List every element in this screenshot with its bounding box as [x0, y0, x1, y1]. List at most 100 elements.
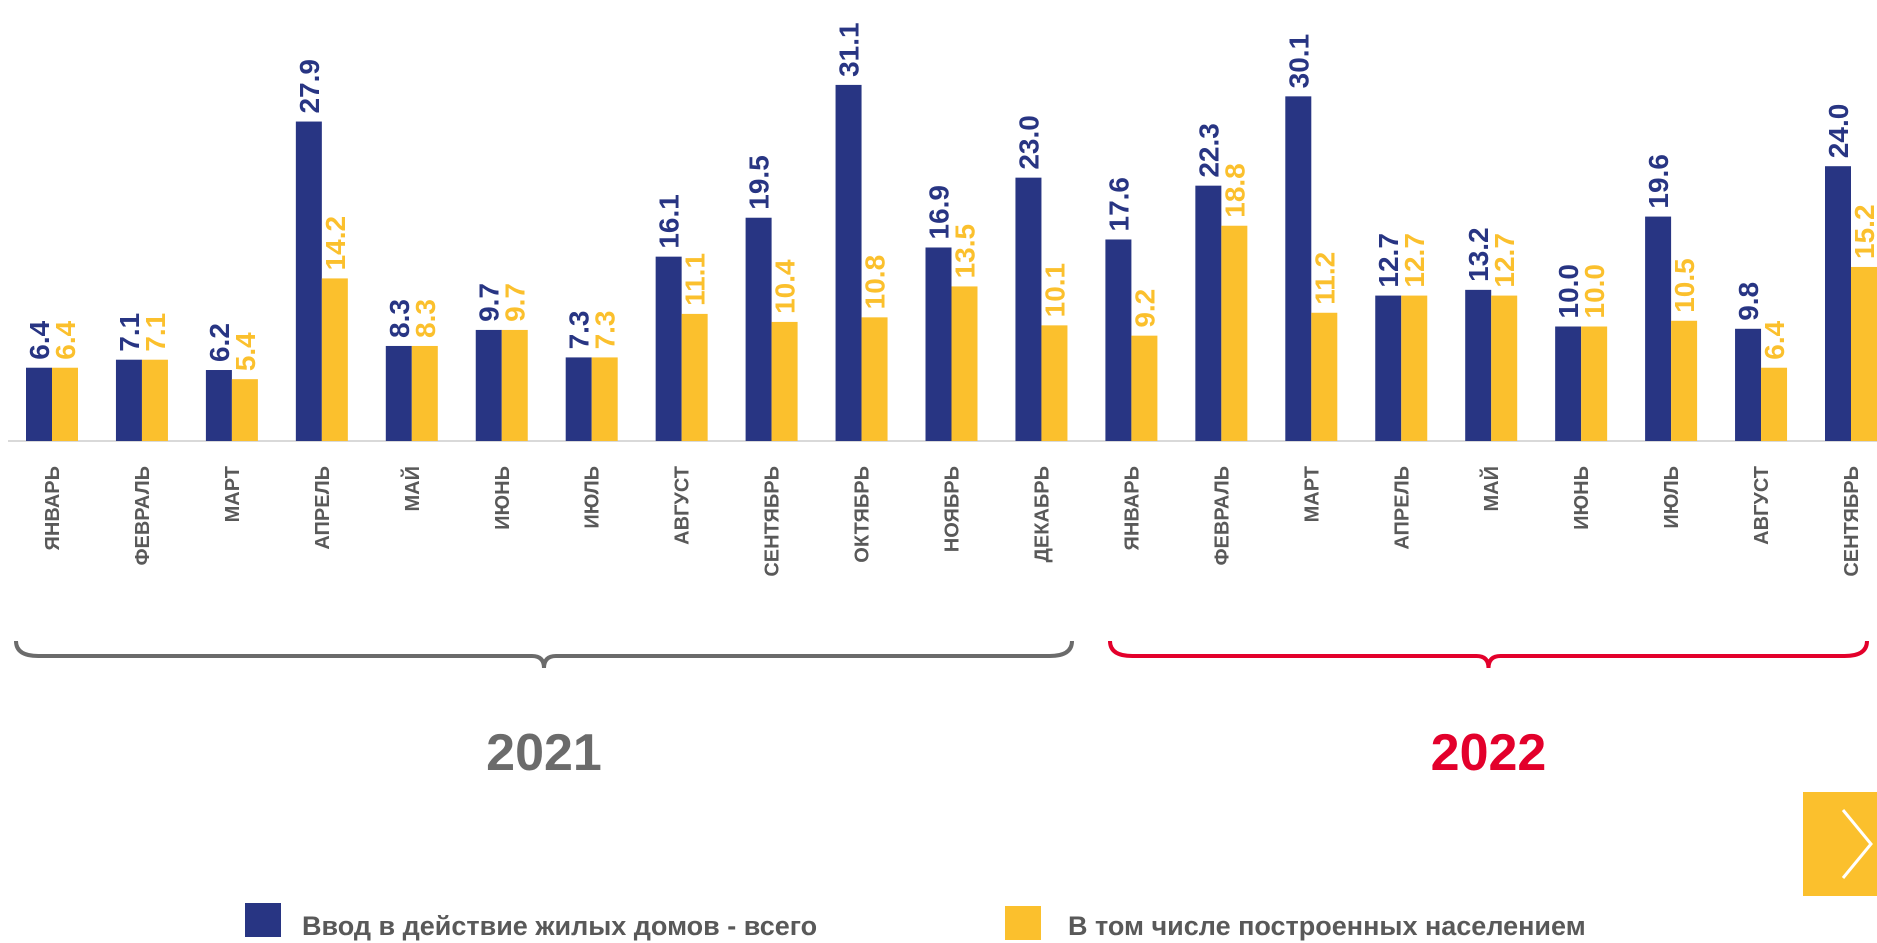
- bar-total: [925, 247, 952, 441]
- value-label-total: 13.2: [1463, 227, 1494, 282]
- bar-population: [771, 321, 798, 441]
- value-label-population: 6.4: [50, 320, 81, 359]
- month-tick-label: ИЮНЬ: [1571, 466, 1593, 530]
- value-label-total: 8.3: [384, 299, 415, 338]
- bar-total: [385, 345, 412, 441]
- value-label-total: 31.1: [834, 22, 865, 77]
- year-bracket: [1108, 640, 1869, 669]
- bar-population: [1131, 335, 1158, 441]
- next-slide-button[interactable]: [1803, 792, 1877, 896]
- bar-total: [1105, 239, 1132, 441]
- bar-total: [26, 367, 52, 441]
- month-tick-label: АПРЕЛЬ: [312, 466, 334, 550]
- month-tick-label: СЕНТЯБРЬ: [1841, 466, 1863, 577]
- value-label-population: 9.2: [1129, 289, 1160, 328]
- month-tick-label: ИЮНЬ: [492, 466, 514, 530]
- month-tick-label: ИЮЛЬ: [1661, 466, 1683, 529]
- value-label-population: 5.4: [230, 332, 261, 371]
- value-label-total: 19.5: [744, 155, 775, 210]
- value-label-population: 11.1: [680, 253, 711, 306]
- legend-label-population: В том числе построенных населением: [1068, 911, 1586, 941]
- value-label-total: 9.7: [474, 283, 505, 322]
- value-label-population: 12.7: [1399, 233, 1430, 288]
- value-label-total: 6.2: [204, 323, 235, 362]
- value-label-population: 14.2: [320, 216, 351, 271]
- bar-population: [681, 313, 708, 441]
- value-label-total: 24.0: [1823, 104, 1854, 159]
- month-tick-label: АВГУСТ: [1751, 466, 1773, 545]
- month-tick-label: МАРТ: [222, 466, 244, 522]
- bar-population: [52, 367, 78, 441]
- bar-total: [295, 121, 322, 442]
- bar-total: [1555, 326, 1582, 441]
- month-tick-label: МАЙ: [400, 466, 424, 511]
- bar-population: [1671, 320, 1698, 441]
- month-tick-label: ЯНВАРЬ: [42, 466, 64, 550]
- month-tick-label: ЯНВАРЬ: [1121, 466, 1143, 550]
- value-label-population: 10.8: [860, 255, 891, 310]
- value-label-population: 13.5: [950, 224, 981, 279]
- bar-population: [1761, 367, 1788, 441]
- bar-total: [1375, 295, 1402, 441]
- value-label-population: 10.5: [1669, 258, 1700, 313]
- legend-swatch-total: [245, 903, 281, 937]
- bar-population: [231, 379, 258, 441]
- value-label-total: 10.0: [1553, 264, 1584, 319]
- bar-total: [565, 357, 592, 441]
- value-label-population: 9.7: [500, 283, 531, 322]
- bar-population: [1851, 266, 1877, 441]
- value-label-population: 8.3: [410, 299, 441, 338]
- value-label-total: 23.0: [1013, 115, 1044, 170]
- value-label-total: 30.1: [1283, 34, 1314, 89]
- bar-total: [205, 370, 232, 441]
- value-label-total: 7.3: [564, 310, 595, 349]
- value-label-population: 10.1: [1039, 263, 1070, 318]
- bar-total: [1645, 216, 1672, 441]
- bar-population: [141, 359, 168, 441]
- bar-population: [1581, 326, 1608, 441]
- value-label-population: 12.7: [1489, 233, 1520, 288]
- bar-population: [861, 317, 888, 441]
- bar-population: [1221, 225, 1248, 441]
- month-tick-label: МАЙ: [1479, 466, 1503, 511]
- bar-total: [655, 256, 682, 441]
- bar-population: [1491, 295, 1518, 441]
- bar-total: [1735, 328, 1762, 441]
- year-label: 2021: [486, 724, 602, 782]
- value-label-total: 7.1: [114, 313, 145, 352]
- value-label-population: 18.8: [1219, 163, 1250, 218]
- year-bracket: [14, 640, 1074, 669]
- month-tick-label: СЕНТЯБРЬ: [762, 466, 784, 577]
- month-tick-label: АВГУСТ: [672, 466, 694, 545]
- value-label-total: 16.1: [654, 194, 685, 249]
- value-label-population: 10.0: [1579, 264, 1610, 319]
- month-tick-label: ДЕКАБРЬ: [1031, 466, 1053, 562]
- value-label-population: 15.2: [1849, 204, 1877, 259]
- month-tick-label: ИЮЛЬ: [582, 466, 604, 529]
- value-label-population: 6.4: [1759, 320, 1790, 359]
- value-label-total: 27.9: [294, 59, 325, 114]
- value-label-population: 7.1: [140, 313, 171, 352]
- bar-total: [1285, 96, 1312, 441]
- value-label-population: 7.3: [590, 310, 621, 349]
- value-label-total: 19.6: [1643, 154, 1674, 209]
- month-tick-label: НОЯБРЬ: [942, 466, 964, 552]
- bar-total: [475, 329, 502, 441]
- bar-population: [951, 286, 978, 441]
- value-label-total: 6.4: [24, 320, 55, 359]
- value-label-total: 16.9: [924, 185, 955, 240]
- bar-population: [411, 345, 438, 441]
- bar-total: [835, 84, 862, 441]
- month-tick-label: МАРТ: [1301, 466, 1323, 522]
- legend-label-total: Ввод в действие жилых домов - всего: [302, 911, 817, 941]
- year-label: 2022: [1431, 724, 1547, 782]
- bar-population: [321, 278, 348, 441]
- value-label-total: 12.7: [1373, 233, 1404, 288]
- bar-total: [745, 217, 772, 441]
- bar-population: [591, 357, 618, 441]
- bar-total: [1015, 177, 1042, 441]
- value-label-total: 22.3: [1193, 123, 1224, 178]
- bar-total: [1825, 166, 1851, 441]
- month-tick-label: ФЕВРАЛЬ: [132, 466, 154, 566]
